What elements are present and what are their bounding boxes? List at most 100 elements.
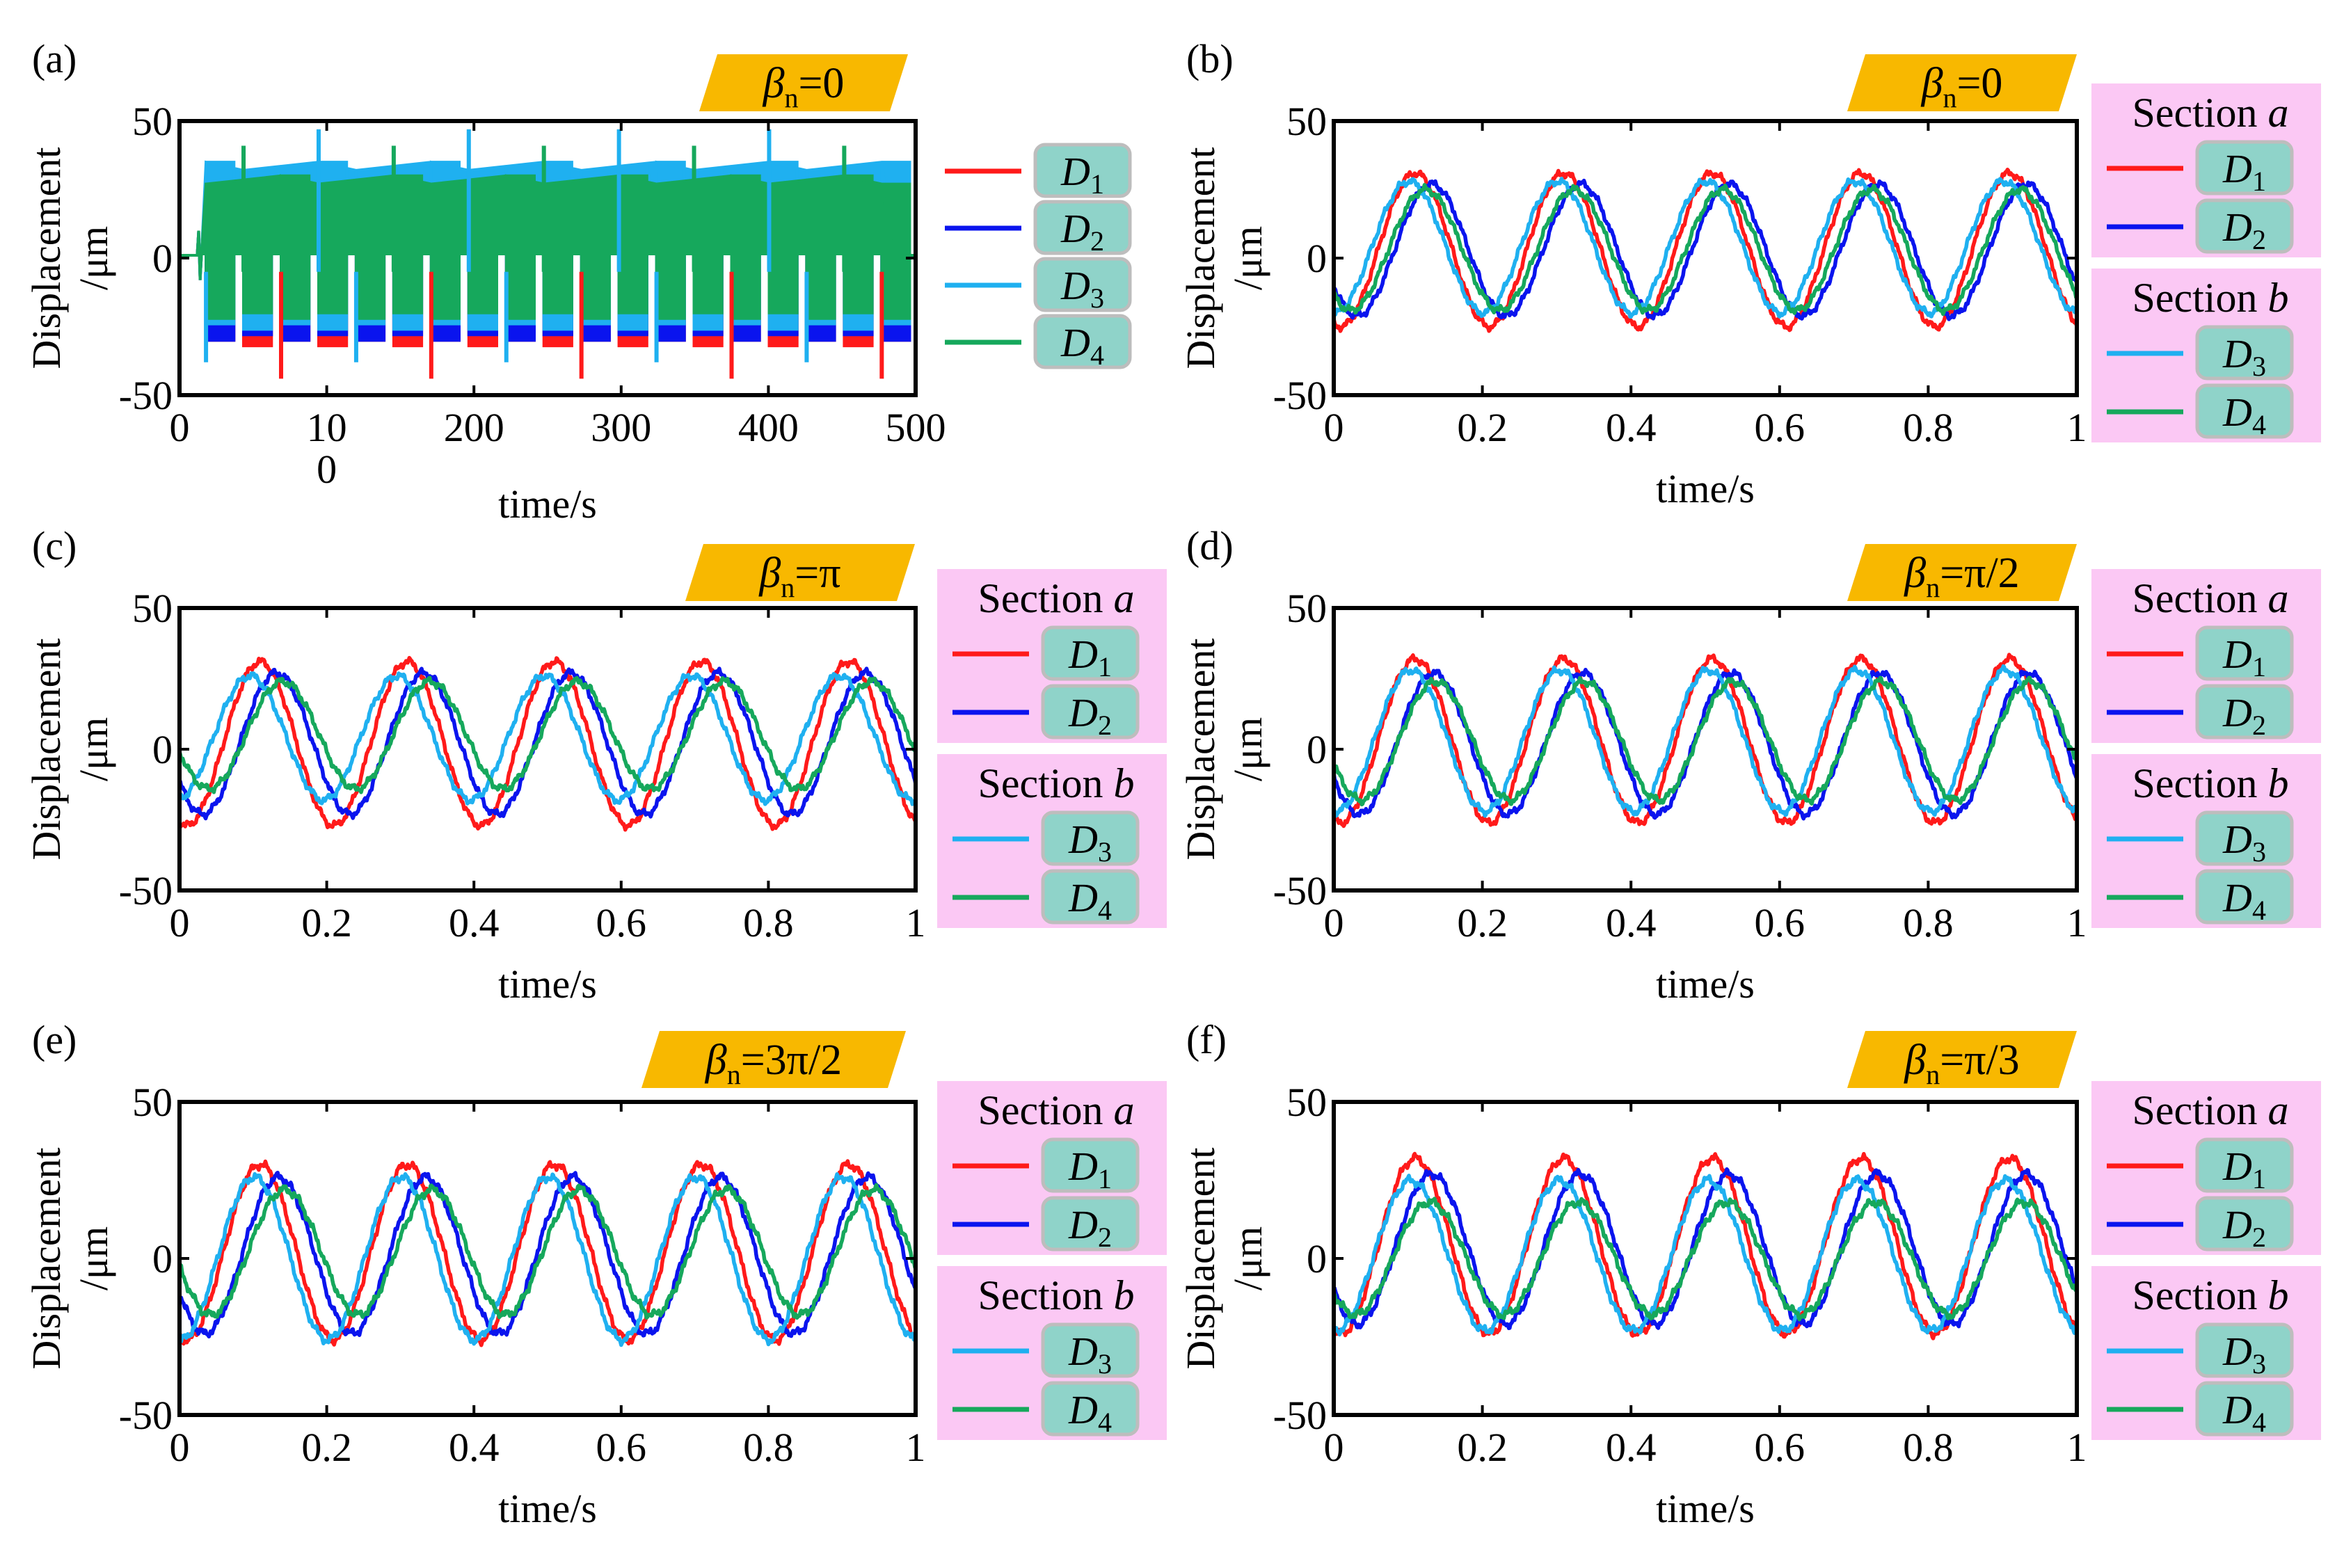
legend-key-letter: D xyxy=(1060,320,1090,365)
legend-item-d3: D3 xyxy=(2107,810,2294,867)
legend-item-d3: D3 xyxy=(952,1322,1140,1379)
x-tick-label-line: 0.6 xyxy=(596,900,647,945)
x-tick-label-line: 0.8 xyxy=(1903,900,1954,945)
legend-key-label: D1 xyxy=(2222,1144,2266,1194)
x-tick-label-line: 0 xyxy=(317,447,337,492)
x-tick-label: 0.6 xyxy=(596,1425,647,1470)
legend-key-sub: 4 xyxy=(1098,1407,1112,1438)
y-axis-unit: /μm xyxy=(1225,226,1270,290)
beta-value: =3π/2 xyxy=(741,1037,843,1084)
legend-item-d2: D2 xyxy=(952,684,1140,741)
legend-key-sub: 1 xyxy=(2252,1163,2266,1194)
legend-item-d4: D4 xyxy=(945,314,1132,371)
legend-key-box xyxy=(2195,869,2294,925)
legend-key-sub: 3 xyxy=(2252,836,2266,867)
panel-label: (f) xyxy=(1186,1017,1227,1062)
legend-key-sub: 2 xyxy=(1090,225,1104,257)
y-tick-label: 50 xyxy=(132,99,173,144)
y-tick-label: 0 xyxy=(1307,727,1327,772)
legend-key-sub: 3 xyxy=(2252,1348,2266,1379)
legend-key-box xyxy=(2195,1322,2294,1378)
legend-key-letter: D xyxy=(2222,146,2252,191)
x-tick-label: 0 xyxy=(1324,900,1344,945)
legend-key-label: D4 xyxy=(1068,875,1112,926)
legend-key-sub: 3 xyxy=(1098,836,1112,867)
beta-badge-text: βn=π xyxy=(758,550,840,603)
legend-key-box xyxy=(1041,1137,1140,1193)
legend-key-label: D3 xyxy=(1060,263,1104,314)
legend-key-box xyxy=(1041,810,1140,866)
legend-section-title: Section a xyxy=(2132,575,2289,621)
legend-key-sub: 1 xyxy=(1090,168,1104,200)
beta-badge: βn=0 xyxy=(699,54,908,113)
legend-key-letter: D xyxy=(2222,1144,2252,1189)
legend-section-title-text: Section xyxy=(2132,760,2268,806)
x-tick-label: 0.6 xyxy=(1755,1425,1805,1470)
x-tick-label-line: 1 xyxy=(2067,405,2087,450)
series-line-d4 xyxy=(180,675,916,794)
legend-section-title-var: a xyxy=(1113,575,1134,621)
y-axis-unit: /μm xyxy=(1225,717,1270,781)
x-tick-label-line: 0.2 xyxy=(1457,900,1508,945)
beta-value: =π/2 xyxy=(1940,550,2020,597)
y-tick-label: 0 xyxy=(152,236,173,281)
x-tick-label-line: 0.2 xyxy=(1457,405,1508,450)
series-line-d3 xyxy=(180,1171,916,1347)
legend-key-label: D3 xyxy=(1068,817,1112,867)
legend-section-title-var: b xyxy=(2267,760,2288,806)
beta-symbol: β xyxy=(705,1037,727,1084)
legend-key-letter: D xyxy=(1068,875,1098,920)
x-tick-label: 0 xyxy=(170,405,190,450)
series-group xyxy=(1334,168,2077,333)
series-line-d2 xyxy=(1334,1167,2077,1331)
legend-key-sub: 2 xyxy=(2252,710,2266,741)
legend-key-letter: D xyxy=(1068,1144,1098,1189)
panel-label: (a) xyxy=(32,36,77,81)
series-line-d2 xyxy=(1334,178,2077,321)
beta-symbol: β xyxy=(758,550,781,597)
x-tick-label-line: 0.6 xyxy=(1755,405,1805,450)
legend-key-box xyxy=(1041,684,1140,739)
x-tick-label: 1 xyxy=(906,1425,926,1470)
panel-label: (d) xyxy=(1186,523,1234,568)
beta-symbol: β xyxy=(763,60,785,107)
beta-badge-text: βn=π/2 xyxy=(1904,550,2019,603)
x-tick-label: 0.2 xyxy=(1457,405,1508,450)
legend-key-label: D2 xyxy=(2222,690,2266,741)
x-tick-label: 0.6 xyxy=(596,900,647,945)
panel-b: (b)0 0.2 0.4 0.6 0.8 1-50050time/sDisplacemen… xyxy=(1178,36,2321,511)
beta-badge-bg xyxy=(1847,54,2077,111)
y-tick-label: 50 xyxy=(1286,99,1327,144)
y-axis-label-group: Displacement/μm xyxy=(24,1148,116,1370)
series-line-d3 xyxy=(1334,177,2077,319)
legend-section-title-text: Section xyxy=(978,575,1114,621)
legend-item-d3: D3 xyxy=(2107,1322,2294,1379)
legend-key-letter: D xyxy=(1068,1329,1098,1374)
legend-key-sub: 3 xyxy=(2252,351,2266,382)
beta-symbol: β xyxy=(1904,1037,1926,1084)
series-group xyxy=(1334,653,2077,829)
legend-item-d3: D3 xyxy=(2107,325,2294,382)
y-axis-label-group: Displacement/μm xyxy=(24,147,116,369)
beta-value: =π/3 xyxy=(1940,1037,2020,1084)
legend-key-box xyxy=(2195,140,2294,195)
legend-section-title-var: a xyxy=(2267,1087,2288,1133)
legend-key-letter: D xyxy=(1068,632,1098,677)
beta-subscript: n xyxy=(1926,1059,1940,1090)
legend-key-box xyxy=(1041,869,1140,925)
legend-key-box xyxy=(1041,625,1140,681)
legend-section-title-text: Section xyxy=(978,1087,1114,1133)
plot-frame xyxy=(1332,119,2079,397)
x-tick-label-line: 0.4 xyxy=(449,900,500,945)
legend-key-letter: D xyxy=(1060,149,1090,194)
beta-badge-text: βn=π/3 xyxy=(1904,1037,2019,1090)
y-tick-label: 0 xyxy=(152,1236,173,1281)
x-tick-label: 0.2 xyxy=(301,900,352,945)
x-tick-label: 0 xyxy=(170,1425,190,1470)
y-axis-unit: /μm xyxy=(71,1226,116,1290)
